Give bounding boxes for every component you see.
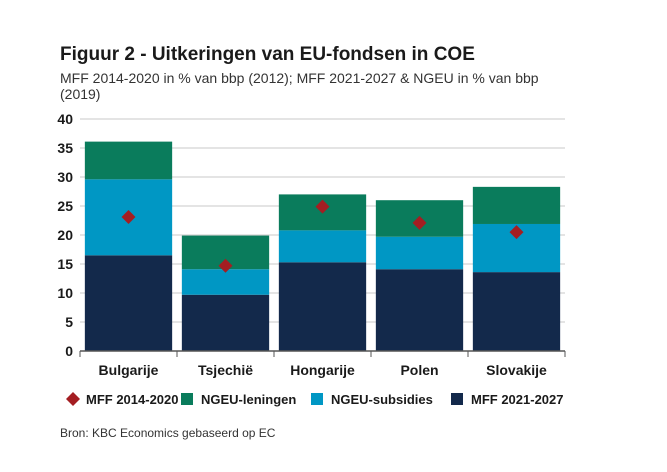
y-tick-label: 15 xyxy=(57,256,73,272)
bar-mff-2021-2027-bulgarije xyxy=(84,255,173,351)
x-axis: Bulgarije Tsjechië Hongarije Polen Slovakije xyxy=(79,350,566,378)
y-axis: 0 5 10 15 20 25 30 35 40 xyxy=(57,111,73,359)
legend-swatch xyxy=(311,393,323,405)
y-tick-label: 35 xyxy=(57,140,73,156)
legend-swatch-diamond xyxy=(66,392,80,406)
y-tick-label: 30 xyxy=(57,169,73,185)
x-tick-label: Bulgarije xyxy=(99,362,159,378)
y-tick-label: 0 xyxy=(65,343,73,359)
chart-subtitle: MFF 2014-2020 in % van bbp (2012); MFF 2… xyxy=(60,70,539,102)
bar-ngeu-leningen-bulgarije xyxy=(84,141,173,180)
bar-ngeu-subsidies-tsjechië xyxy=(181,269,270,295)
x-tick-label: Hongarije xyxy=(290,362,355,378)
bar-ngeu-subsidies-hongarije xyxy=(278,230,367,263)
legend-swatch xyxy=(451,393,463,405)
source-note: Bron: KBC Economics gebaseerd op EC xyxy=(60,426,276,440)
legend-label: MFF 2021-2027 xyxy=(471,392,564,407)
marker-mff-2014-2020-bulgarije xyxy=(121,210,136,225)
marker-mff-2014-2020-hongarije xyxy=(315,199,330,214)
bar-mff-2021-2027-hongarije xyxy=(278,262,367,351)
legend: MFF 2014-2020 NGEU-leningen NGEU-subsidies… xyxy=(66,392,564,407)
marker-mff-2014-2020-tsjechië xyxy=(218,258,233,273)
bars xyxy=(84,141,561,351)
legend-label: NGEU-subsidies xyxy=(331,392,433,407)
bar-mff-2021-2027-slovakije xyxy=(472,272,561,351)
marker-mff-2014-2020-polen xyxy=(412,215,427,230)
x-tick-label: Slovakije xyxy=(486,362,547,378)
chart-title: Figuur 2 - Uitkeringen van EU-fondsen in… xyxy=(60,44,475,65)
y-tick-label: 40 xyxy=(57,111,73,127)
bar-mff-2021-2027-tsjechië xyxy=(181,294,270,351)
legend-label: NGEU-leningen xyxy=(201,392,296,407)
legend-swatch xyxy=(181,393,193,405)
bar-mff-2021-2027-polen xyxy=(375,269,464,351)
y-tick-label: 20 xyxy=(57,227,73,243)
y-tick-label: 25 xyxy=(57,198,73,214)
markers xyxy=(121,199,524,273)
marker-mff-2014-2020-slovakije xyxy=(509,225,524,240)
y-tick-label: 5 xyxy=(65,314,73,330)
y-tick-label: 10 xyxy=(57,285,73,301)
x-tick-label: Tsjechië xyxy=(198,362,253,378)
x-tick-label: Polen xyxy=(400,362,438,378)
bar-ngeu-leningen-slovakije xyxy=(472,186,561,224)
legend-label: MFF 2014-2020 xyxy=(86,392,179,407)
bar-ngeu-subsidies-polen xyxy=(375,236,464,270)
